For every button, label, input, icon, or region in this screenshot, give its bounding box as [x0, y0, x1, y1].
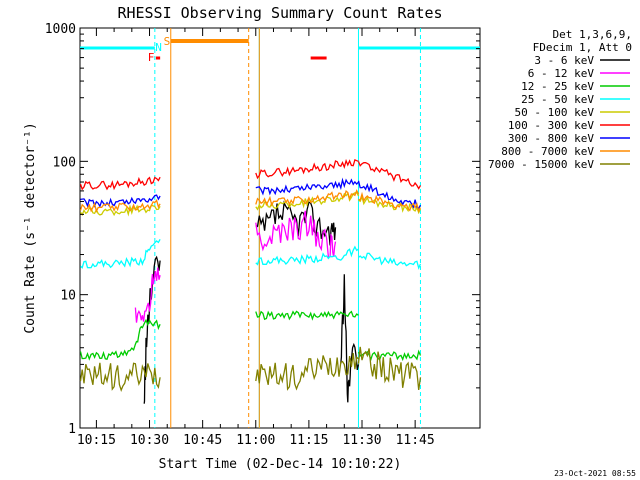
x-tick-label: 10:30: [130, 433, 169, 448]
x-axis: 10:15 10:30 10:45 11:00 11:15 11:30 11:45: [77, 28, 435, 448]
timestamp: 23-Oct-2021 08:55: [554, 469, 636, 478]
series-line: [358, 195, 422, 215]
y-tick-label: 1: [68, 422, 76, 437]
x-tick-label: 11:45: [396, 433, 435, 448]
series-line: [80, 238, 161, 269]
plot-frame: [79, 27, 481, 429]
x-tick-label: 10:15: [77, 433, 116, 448]
legend-entry-label: 800 - 7000 keV: [501, 145, 594, 158]
series-line: [255, 353, 359, 391]
y-axis: 1 10 100 1000: [45, 22, 480, 437]
series-line: [79, 199, 161, 213]
y-tick-label: 1000: [45, 22, 76, 37]
series-line: [357, 349, 422, 362]
series-line: [358, 252, 422, 270]
series-line: [79, 176, 161, 191]
series-line: [79, 204, 161, 217]
legend-entry-label: 300 - 800 keV: [508, 132, 594, 145]
legend-entry-label: 3 - 6 keV: [534, 54, 594, 67]
series-line: [79, 362, 161, 392]
legend-entry-label: 100 - 300 keV: [508, 119, 594, 132]
series-line: [358, 191, 422, 213]
series-line: [255, 158, 359, 180]
series-line: [255, 245, 359, 266]
series-line: [357, 180, 422, 210]
x-tick-label: 10:45: [183, 433, 222, 448]
series-line: [255, 310, 359, 321]
plot-area: FN S: [79, 27, 481, 429]
night-marker-label: N: [155, 41, 162, 54]
series-line: [134, 267, 161, 323]
legend-header: FDecim 1, Att 0: [533, 41, 632, 54]
legend-entry-label: 12 - 25 keV: [521, 80, 594, 93]
series-line: [255, 191, 360, 211]
series-line: [255, 189, 360, 207]
series-line: [340, 274, 360, 403]
series-line: [79, 318, 161, 361]
series-line: [255, 177, 359, 196]
y-axis-label: Count Rate (s⁻¹ detector⁻¹): [23, 122, 38, 333]
series-line: [143, 255, 161, 404]
x-tick-label: 11:15: [289, 433, 328, 448]
x-tick-label: 11:30: [342, 433, 381, 448]
series-line: [80, 194, 161, 208]
legend-entry-label: 6 - 12 keV: [528, 67, 595, 80]
x-tick-label: 11:00: [236, 433, 275, 448]
flare-marker-label: F: [148, 51, 155, 64]
chart-title: RHESSI Observing Summary Count Rates: [117, 4, 442, 22]
series-line: [255, 200, 337, 246]
y-tick-label: 10: [60, 289, 76, 304]
y-tick-label: 100: [53, 155, 76, 170]
series-line: [357, 161, 422, 190]
legend-header: Det 1,3,6,9,: [553, 28, 632, 41]
legend-entry-label: 50 - 100 keV: [515, 106, 595, 119]
series-line: [357, 346, 422, 390]
legend-entry-label: 7000 - 15000 keV: [488, 158, 594, 171]
saa-marker-label: S: [164, 35, 171, 48]
legend-entry-label: 25 - 50 keV: [521, 93, 594, 106]
x-axis-label: Start Time (02-Dec-14 10:10:22): [159, 457, 402, 472]
series-line: [255, 210, 337, 259]
